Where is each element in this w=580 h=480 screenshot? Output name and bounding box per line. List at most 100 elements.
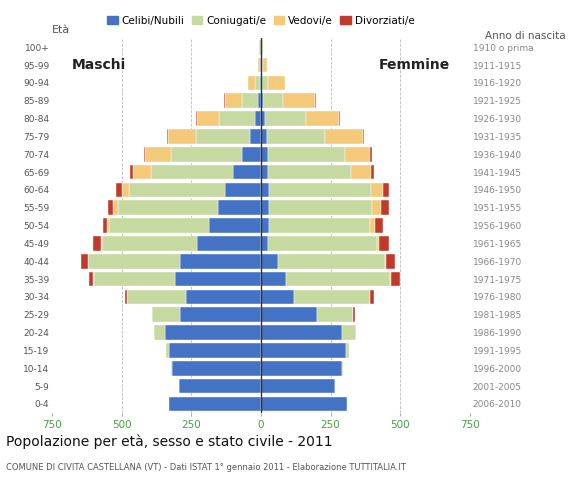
- Bar: [390, 272, 392, 287]
- Bar: [179, 379, 261, 394]
- Bar: [248, 76, 255, 90]
- Legend: Celibi/Nubili, Coniugati/e, Vedovi/e, Divorziati/e: Celibi/Nubili, Coniugati/e, Vedovi/e, Di…: [103, 12, 419, 30]
- Bar: [286, 272, 390, 287]
- Bar: [88, 254, 180, 269]
- Bar: [263, 58, 267, 72]
- Bar: [282, 94, 315, 108]
- Bar: [108, 201, 114, 215]
- Bar: [260, 76, 261, 90]
- Bar: [255, 76, 260, 90]
- Bar: [114, 201, 118, 215]
- Bar: [263, 94, 282, 108]
- Bar: [371, 182, 383, 197]
- Bar: [169, 343, 261, 358]
- Bar: [168, 129, 195, 144]
- Text: Anno di nascita: Anno di nascita: [485, 31, 566, 41]
- Text: Popolazione per età, sesso e stato civile - 2011: Popolazione per età, sesso e stato civil…: [6, 434, 332, 449]
- Bar: [362, 129, 364, 144]
- Bar: [370, 289, 374, 304]
- Bar: [268, 76, 285, 90]
- Bar: [233, 165, 261, 180]
- Bar: [306, 111, 339, 126]
- Bar: [269, 218, 369, 233]
- Bar: [295, 289, 369, 304]
- Bar: [258, 58, 260, 72]
- Bar: [250, 129, 261, 144]
- Bar: [258, 94, 261, 108]
- Bar: [261, 165, 268, 180]
- Bar: [353, 307, 354, 322]
- Bar: [172, 361, 261, 375]
- Bar: [175, 272, 261, 287]
- Bar: [317, 307, 353, 322]
- Bar: [118, 201, 218, 215]
- Bar: [133, 165, 151, 180]
- Bar: [153, 307, 180, 322]
- Bar: [122, 182, 129, 197]
- Bar: [269, 201, 372, 215]
- Text: COMUNE DI CIVITA CASTELLANA (VT) - Dati ISTAT 1° gennaio 2011 - Elaborazione TUT: COMUNE DI CIVITA CASTELLANA (VT) - Dati …: [6, 463, 405, 472]
- Bar: [180, 254, 261, 269]
- Bar: [218, 201, 261, 215]
- Bar: [369, 218, 375, 233]
- Bar: [261, 289, 295, 304]
- Bar: [186, 289, 261, 304]
- Bar: [154, 325, 165, 340]
- Bar: [261, 201, 269, 215]
- Bar: [180, 307, 261, 322]
- Bar: [315, 94, 316, 108]
- Bar: [101, 236, 102, 251]
- Bar: [261, 254, 278, 269]
- Bar: [130, 165, 133, 180]
- Bar: [342, 361, 343, 375]
- Bar: [144, 147, 146, 162]
- Bar: [376, 236, 379, 251]
- Bar: [385, 254, 386, 269]
- Bar: [386, 254, 394, 269]
- Bar: [151, 165, 233, 180]
- Bar: [171, 147, 241, 162]
- Bar: [94, 272, 175, 287]
- Bar: [261, 111, 265, 126]
- Bar: [225, 94, 241, 108]
- Bar: [261, 379, 335, 394]
- Bar: [261, 236, 268, 251]
- Bar: [165, 325, 261, 340]
- Bar: [146, 147, 171, 162]
- Bar: [325, 129, 362, 144]
- Bar: [255, 111, 261, 126]
- Bar: [89, 272, 93, 287]
- Bar: [261, 361, 342, 375]
- Bar: [268, 147, 345, 162]
- Bar: [102, 236, 197, 251]
- Bar: [261, 218, 269, 233]
- Bar: [261, 147, 268, 162]
- Bar: [166, 343, 169, 358]
- Bar: [269, 182, 371, 197]
- Bar: [345, 147, 369, 162]
- Bar: [197, 236, 261, 251]
- Bar: [195, 129, 250, 144]
- Bar: [268, 236, 376, 251]
- Bar: [372, 201, 380, 215]
- Bar: [261, 343, 346, 358]
- Text: Femmine: Femmine: [379, 58, 450, 72]
- Bar: [107, 218, 109, 233]
- Bar: [219, 111, 255, 126]
- Bar: [371, 165, 374, 180]
- Bar: [169, 396, 261, 411]
- Bar: [261, 129, 267, 144]
- Bar: [392, 272, 400, 287]
- Text: Maschi: Maschi: [72, 58, 126, 72]
- Bar: [129, 182, 225, 197]
- Bar: [261, 182, 269, 197]
- Bar: [346, 343, 349, 358]
- Bar: [262, 76, 268, 90]
- Bar: [267, 129, 325, 144]
- Bar: [351, 165, 371, 180]
- Bar: [103, 218, 107, 233]
- Bar: [128, 289, 186, 304]
- Bar: [261, 325, 342, 340]
- Bar: [339, 111, 340, 126]
- Bar: [261, 272, 286, 287]
